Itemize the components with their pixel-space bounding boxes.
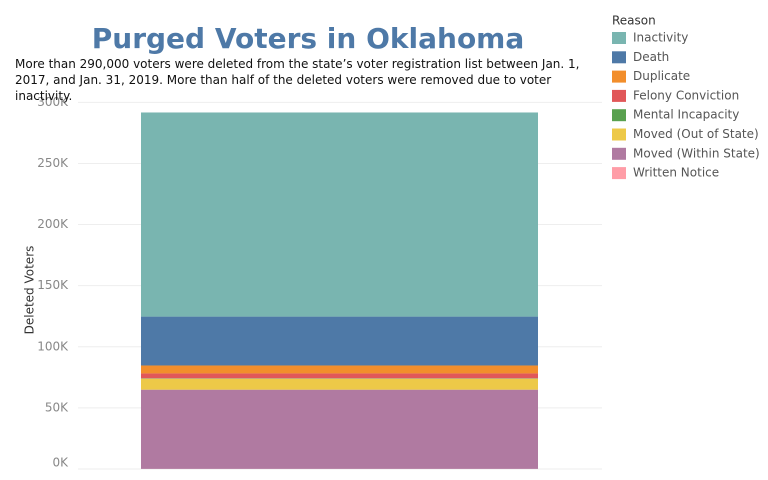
bar-segment	[141, 112, 538, 317]
legend-swatch	[612, 167, 626, 180]
legend-swatch	[612, 51, 626, 64]
y-tick-label: 200K	[37, 217, 69, 231]
legend-swatch	[612, 89, 626, 102]
legend-swatch	[612, 32, 626, 44]
bar-segment	[141, 316, 538, 366]
legend-swatch	[612, 109, 626, 122]
y-tick-label: 50K	[45, 400, 69, 414]
y-tick-label: 300K	[37, 95, 69, 109]
y-tick-label: 0K	[52, 456, 69, 470]
legend-label: Written Notice	[633, 166, 719, 180]
chart-title: Purged Voters in Oklahoma	[92, 22, 525, 55]
legend-label: Inactivity	[633, 31, 688, 45]
legend-label: Mental Incapacity	[633, 108, 739, 122]
bar-segment	[141, 378, 538, 390]
bar-segment	[141, 373, 538, 379]
subtitle: More than 290,000 voters were deleted fr…	[15, 57, 580, 103]
legend-swatch	[612, 128, 626, 141]
legend-label: Death	[633, 50, 669, 64]
legend-label: Felony Conviction	[633, 88, 739, 102]
legend-label: Moved (Within State)	[633, 146, 760, 160]
y-tick-label: 100K	[37, 339, 69, 353]
legend-label: Duplicate	[633, 69, 690, 83]
legend-title: Reason	[612, 14, 656, 28]
legend-swatch	[612, 70, 626, 83]
bar-segment	[141, 365, 538, 374]
y-axis-label: Deleted Voters	[23, 246, 37, 335]
y-tick-label: 250K	[37, 156, 69, 170]
legend-label: Moved (Out of State)	[633, 127, 759, 141]
bar-segment	[141, 389, 538, 469]
legend-swatch	[612, 147, 626, 160]
y-tick-label: 150K	[37, 278, 69, 292]
